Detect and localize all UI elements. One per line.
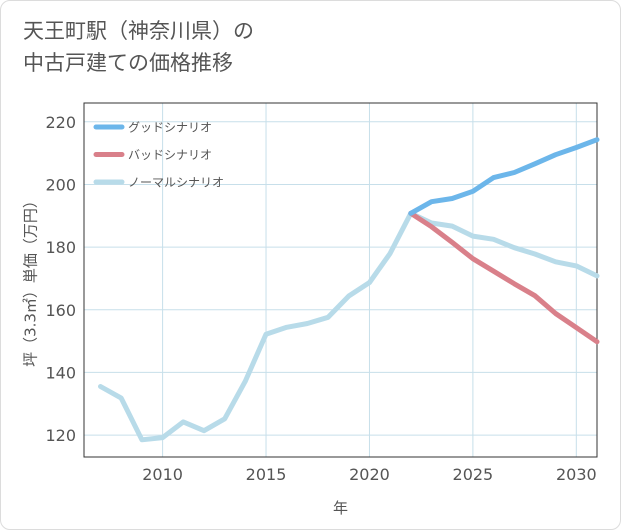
series-lines xyxy=(98,137,600,443)
legend-label: バッドシナリオ xyxy=(128,148,212,162)
chart-title: 天王町駅（神奈川県）の 中古戸建ての価格推移 xyxy=(23,15,254,79)
y-axis-label: 坪（3.3㎡）単価（万円） xyxy=(22,193,40,367)
x-axis-label: 年 xyxy=(333,499,348,517)
x-tick-label: 2015 xyxy=(246,465,287,484)
x-tick-label: 2010 xyxy=(142,465,183,484)
x-tick-label: 2030 xyxy=(556,465,597,484)
y-tick-label: 160 xyxy=(45,301,76,320)
plot-frame xyxy=(83,102,598,458)
series-line-0 xyxy=(408,137,600,216)
y-tick-label: 180 xyxy=(45,238,76,257)
series-line-1 xyxy=(408,210,600,345)
chart-title-line1: 天王町駅（神奈川県）の xyxy=(23,19,254,43)
y-tick-label: 200 xyxy=(45,175,76,194)
y-tick-label: 140 xyxy=(45,363,76,382)
y-tick-labels: 120 140 160 180 200 220 xyxy=(45,113,76,445)
x-tick-labels: 2010 2015 2020 2025 2030 xyxy=(142,465,596,484)
legend-label: ノーマルシナリオ xyxy=(128,176,224,190)
y-tick-label: 120 xyxy=(45,426,76,445)
chart-title-line2: 中古戸建ての価格推移 xyxy=(23,51,233,75)
series-line-2 xyxy=(98,210,600,443)
y-tick-label: 220 xyxy=(45,113,76,132)
legend-label: グッドシナリオ xyxy=(128,121,212,135)
x-tick-label: 2020 xyxy=(349,465,390,484)
x-tick-label: 2025 xyxy=(453,465,494,484)
